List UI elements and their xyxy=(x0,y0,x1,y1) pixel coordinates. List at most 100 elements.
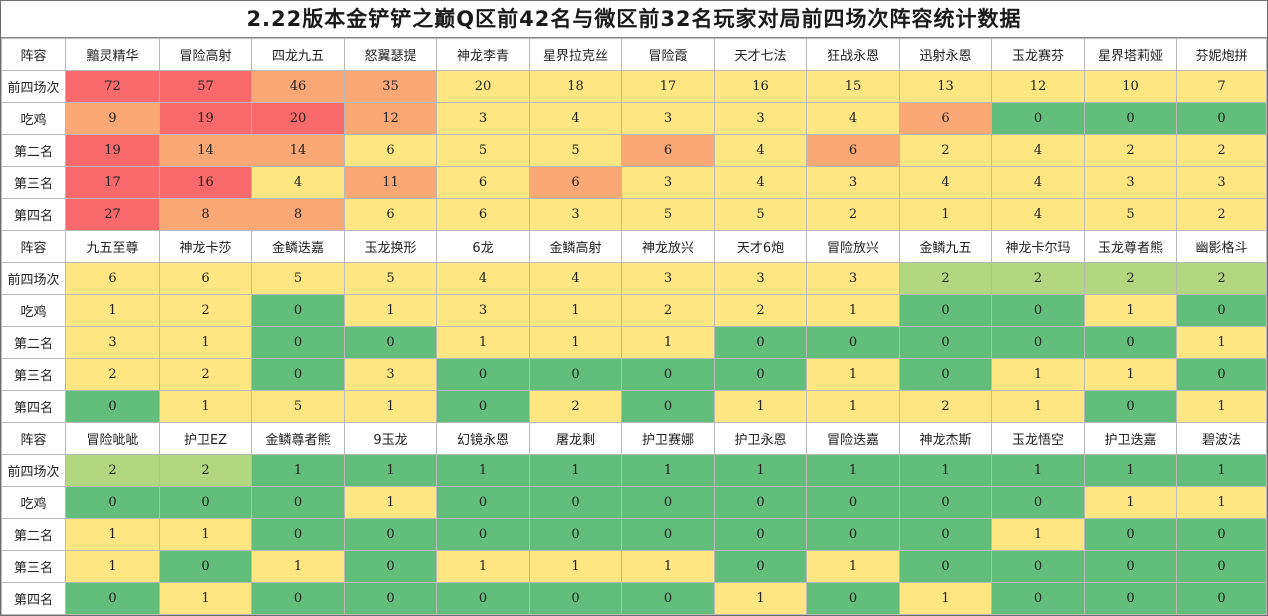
value-cell: 0 xyxy=(251,582,345,615)
value-cell: 1 xyxy=(806,550,900,583)
value-cell: 4 xyxy=(991,198,1085,231)
value-cell: 1 xyxy=(806,390,900,423)
value-cell: 0 xyxy=(344,518,437,551)
value-cell: 1 xyxy=(991,518,1085,551)
value-cell: 6 xyxy=(806,134,900,167)
composition-name: 金鳞高射 xyxy=(529,230,622,263)
second-place-row: 第二名 19 14 14 6 5 5 6 4 6 2 4 2 2 xyxy=(1,134,1267,167)
value-cell: 19 xyxy=(65,134,160,167)
value-cell: 0 xyxy=(1084,550,1177,583)
value-cell: 16 xyxy=(714,70,807,103)
value-cell: 0 xyxy=(529,518,622,551)
value-cell: 2 xyxy=(65,358,160,391)
value-cell: 0 xyxy=(65,486,160,519)
value-cell: 17 xyxy=(621,70,715,103)
value-cell: 57 xyxy=(159,70,252,103)
value-cell: 10 xyxy=(1084,70,1177,103)
value-cell: 6 xyxy=(621,134,715,167)
value-cell: 1 xyxy=(991,390,1085,423)
value-cell: 0 xyxy=(991,550,1085,583)
composition-header-row: 阵容 冒险呲呲 护卫EZ 金鳞尊者熊 9玉龙 幻镜永恩 屠龙剩 护卫赛娜 护卫永恩 冒险迭嘉 神龙杰… xyxy=(1,422,1267,455)
composition-name: 冒险迭嘉 xyxy=(806,422,900,455)
value-cell: 1 xyxy=(991,454,1085,487)
row-label: 第三名 xyxy=(1,166,66,199)
value-cell: 16 xyxy=(159,166,252,199)
value-cell: 0 xyxy=(899,518,992,551)
value-cell: 9 xyxy=(65,102,160,135)
value-cell: 0 xyxy=(1084,518,1177,551)
row-label: 第三名 xyxy=(1,358,66,391)
value-cell: 0 xyxy=(436,390,530,423)
value-cell: 0 xyxy=(1084,390,1177,423)
value-cell: 0 xyxy=(621,486,715,519)
value-cell: 3 xyxy=(65,326,160,359)
value-cell: 2 xyxy=(714,294,807,327)
third-place-row: 第三名 2 2 0 3 0 0 0 0 1 0 1 1 0 xyxy=(1,358,1267,391)
value-cell: 0 xyxy=(65,582,160,615)
row-label: 阵容 xyxy=(1,38,66,71)
value-cell: 1 xyxy=(344,454,437,487)
value-cell: 0 xyxy=(621,518,715,551)
value-cell: 0 xyxy=(714,326,807,359)
value-cell: 0 xyxy=(344,582,437,615)
value-cell: 1 xyxy=(1176,454,1267,487)
value-cell: 4 xyxy=(991,166,1085,199)
composition-name: 黯灵精华 xyxy=(65,38,160,71)
value-cell: 1 xyxy=(529,550,622,583)
composition-name: 迅射永恩 xyxy=(899,38,992,71)
second-place-row: 第二名 1 1 0 0 0 0 0 0 0 0 1 0 0 xyxy=(1,518,1267,551)
value-cell: 3 xyxy=(806,166,900,199)
composition-name: 冒险高射 xyxy=(159,38,252,71)
value-cell: 4 xyxy=(714,166,807,199)
value-cell: 4 xyxy=(436,262,530,295)
value-cell: 1 xyxy=(899,582,992,615)
value-cell: 20 xyxy=(436,70,530,103)
value-cell: 1 xyxy=(1176,390,1267,423)
composition-name: 天才七法 xyxy=(714,38,807,71)
row-label: 吃鸡 xyxy=(1,294,66,327)
value-cell: 1 xyxy=(1084,294,1177,327)
composition-name: 九五至尊 xyxy=(65,230,160,263)
fourth-place-row: 第四名 27 8 8 6 6 3 5 5 2 1 4 5 2 xyxy=(1,198,1267,231)
value-cell: 2 xyxy=(159,358,252,391)
composition-name: 护卫EZ xyxy=(159,422,252,455)
value-cell: 27 xyxy=(65,198,160,231)
row-label: 前四场次 xyxy=(1,70,66,103)
value-cell: 4 xyxy=(529,102,622,135)
value-cell: 2 xyxy=(621,294,715,327)
value-cell: 12 xyxy=(344,102,437,135)
value-cell: 1 xyxy=(529,326,622,359)
value-cell: 6 xyxy=(65,262,160,295)
value-cell: 0 xyxy=(529,486,622,519)
value-cell: 0 xyxy=(899,486,992,519)
table-title: 2.22版本金铲铲之巅Q区前42名与微区前32名玩家对局前四场次阵容统计数据 xyxy=(1,1,1267,38)
top4-row: 前四场次 72 57 46 35 20 18 17 16 15 13 12 10 7 xyxy=(1,70,1267,103)
third-place-row: 第三名 1 0 1 0 1 1 1 0 1 0 0 0 0 xyxy=(1,550,1267,583)
value-cell: 1 xyxy=(159,518,252,551)
value-cell: 1 xyxy=(344,294,437,327)
value-cell: 2 xyxy=(1084,134,1177,167)
top4-row: 前四场次 2 2 1 1 1 1 1 1 1 1 1 1 1 xyxy=(1,454,1267,487)
value-cell: 1 xyxy=(436,550,530,583)
value-cell: 2 xyxy=(1176,198,1267,231)
value-cell: 1 xyxy=(1176,326,1267,359)
composition-name: 金鳞迭嘉 xyxy=(251,230,345,263)
value-cell: 1 xyxy=(159,582,252,615)
value-cell: 0 xyxy=(991,102,1085,135)
value-cell: 0 xyxy=(899,326,992,359)
value-cell: 5 xyxy=(436,134,530,167)
value-cell: 6 xyxy=(159,262,252,295)
value-cell: 1 xyxy=(806,294,900,327)
value-cell: 0 xyxy=(1176,358,1267,391)
value-cell: 1 xyxy=(436,326,530,359)
row-label: 吃鸡 xyxy=(1,102,66,135)
row-label: 阵容 xyxy=(1,422,66,455)
composition-name: 玉龙赛芬 xyxy=(991,38,1085,71)
value-cell: 3 xyxy=(1084,166,1177,199)
value-cell: 3 xyxy=(621,102,715,135)
row-label: 前四场次 xyxy=(1,262,66,295)
top4-row: 前四场次 6 6 5 5 4 4 3 3 3 2 2 2 2 xyxy=(1,262,1267,295)
value-cell: 35 xyxy=(344,70,437,103)
value-cell: 0 xyxy=(1176,518,1267,551)
value-cell: 4 xyxy=(991,134,1085,167)
